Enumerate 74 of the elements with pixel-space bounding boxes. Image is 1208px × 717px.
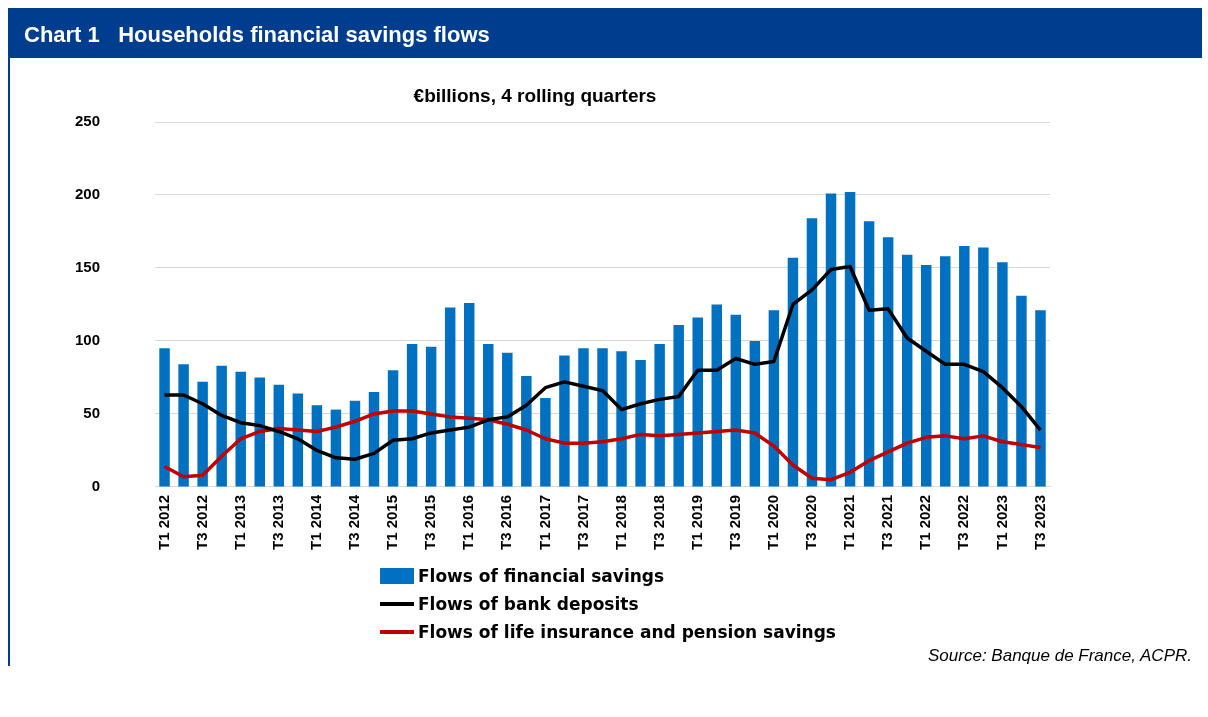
- bar: [216, 365, 227, 487]
- bar: [197, 381, 208, 487]
- bar: [502, 352, 513, 487]
- bar: [521, 376, 532, 487]
- x-tick-label: T1 2017: [535, 494, 553, 551]
- bar: [806, 218, 818, 487]
- x-tick-label: T3 2022: [954, 494, 972, 551]
- bar: [749, 340, 761, 487]
- bar: [920, 265, 932, 487]
- x-tick-label: T1 2022: [916, 494, 934, 551]
- y-tick-label: 50: [83, 404, 101, 422]
- x-tick-label: T1 2019: [687, 494, 705, 551]
- chart-subtitle: €billions, 4 rolling quarters: [413, 84, 657, 106]
- x-tick-label: T3 2017: [573, 494, 591, 551]
- chart-title: Chart 1 Households financial savings flows: [10, 8, 1202, 58]
- y-tick-label: 200: [75, 185, 101, 203]
- bar: [863, 221, 875, 487]
- x-tick-label: T3 2021: [878, 494, 896, 551]
- y-tick-label: 0: [91, 477, 101, 495]
- x-tick-label: T1 2014: [307, 494, 325, 551]
- x-tick-label: T3 2019: [725, 494, 743, 551]
- bar: [559, 355, 570, 487]
- bar: [235, 371, 246, 487]
- bar: [997, 262, 1008, 487]
- bar: [940, 256, 951, 487]
- bar: [825, 193, 837, 487]
- bar: [882, 237, 894, 487]
- bar: [978, 247, 989, 487]
- bar: [1035, 310, 1046, 487]
- x-tick-label: T3 2014: [345, 494, 363, 551]
- x-tick-label: T3 2020: [802, 494, 820, 551]
- bar: [597, 348, 608, 487]
- x-tick-label: T1 2016: [459, 494, 477, 551]
- bar: [730, 314, 742, 487]
- bar: [635, 359, 646, 487]
- x-tick-label: T1 2013: [230, 494, 248, 551]
- bar: [654, 343, 665, 487]
- bar: [692, 317, 703, 487]
- y-tick-label: 250: [75, 112, 101, 130]
- bar: [616, 351, 627, 487]
- bar: [444, 307, 456, 487]
- bar: [1016, 295, 1027, 487]
- bar: [901, 254, 913, 487]
- bar: [425, 346, 437, 487]
- x-tick-label: T3 2012: [192, 494, 210, 551]
- x-tick-label: T3 2015: [421, 494, 439, 551]
- bar: [959, 246, 970, 487]
- x-tick-label: T3 2016: [497, 494, 515, 551]
- legend-label: Flows of bank deposits: [418, 594, 639, 614]
- bar: [578, 348, 589, 487]
- legend-label: Flows of financial savings: [418, 566, 665, 586]
- bar: [787, 257, 799, 487]
- x-tick-label: T1 2012: [154, 494, 172, 551]
- y-tick-label: 100: [75, 331, 101, 349]
- legend-label: Flows of life insurance and pension savings: [418, 622, 836, 642]
- bar: [540, 397, 551, 487]
- y-tick-label: 150: [75, 258, 101, 276]
- x-tick-label: T3 2013: [268, 494, 286, 551]
- x-tick-label: T1 2018: [611, 494, 629, 551]
- bar: [406, 343, 418, 487]
- x-tick-label: T1 2023: [992, 494, 1010, 551]
- x-tick-label: T1 2021: [840, 494, 858, 551]
- bar: [711, 304, 722, 487]
- bar: [483, 343, 494, 487]
- x-tick-label: T3 2023: [1030, 494, 1048, 551]
- x-tick-label: T3 2018: [649, 494, 667, 551]
- bar: [463, 303, 475, 487]
- x-tick-label: T1 2020: [764, 494, 782, 551]
- bar: [178, 364, 189, 487]
- bar: [159, 348, 170, 487]
- x-tick-label: T1 2015: [383, 494, 401, 551]
- source-note: Source: Banque de France, ACPR.: [927, 646, 1193, 666]
- bar: [673, 324, 684, 487]
- bar: [844, 192, 856, 487]
